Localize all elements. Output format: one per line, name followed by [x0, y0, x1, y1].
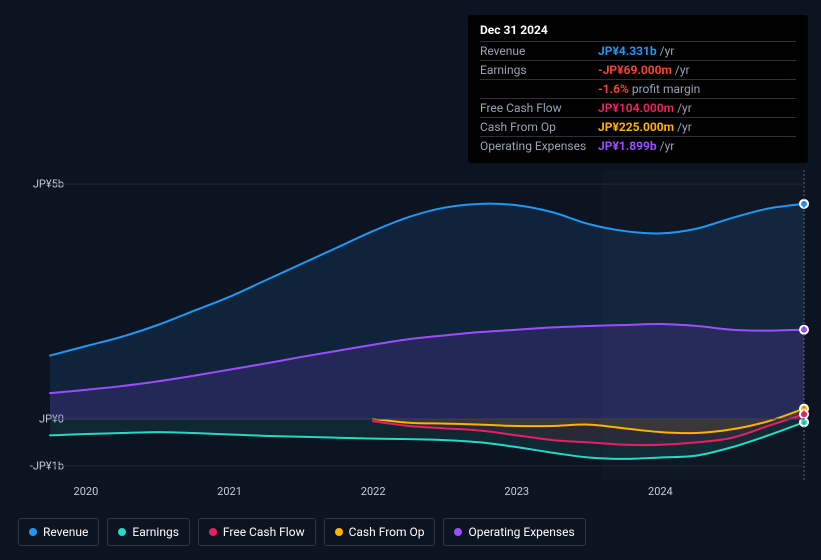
- data-tooltip: Dec 31 2024 RevenueJP¥4.331b/yrEarnings-…: [468, 15, 808, 163]
- tooltip-metric-label: [480, 82, 598, 96]
- legend-label: Operating Expenses: [468, 525, 574, 539]
- tooltip-row: Operating ExpensesJP¥1.899b/yr: [480, 136, 796, 155]
- tooltip-row: -1.6%profit margin: [480, 79, 796, 98]
- tooltip-suffix: /yr: [677, 101, 692, 115]
- legend: Revenue Earnings Free Cash Flow Cash From O…: [18, 518, 586, 546]
- tooltip-row: Free Cash FlowJP¥104.000m/yr: [480, 98, 796, 117]
- x-axis-label: 2020: [74, 485, 99, 498]
- legend-label: Cash From Op: [349, 525, 425, 539]
- tooltip-metric-label: Revenue: [480, 44, 598, 58]
- chart-container: Dec 31 2024 RevenueJP¥4.331b/yrEarnings-…: [0, 0, 821, 560]
- tooltip-metric-value: JP¥4.331b: [598, 44, 657, 58]
- x-axis-label: 2023: [504, 485, 529, 498]
- tooltip-row: Cash From OpJP¥225.000m/yr: [480, 117, 796, 136]
- tooltip-metric-value: JP¥225.000m: [598, 120, 674, 134]
- x-axis-label: 2022: [361, 485, 386, 498]
- x-axis: 2020 2021 2022 2023 2024: [50, 485, 804, 501]
- tooltip-suffix: /yr: [677, 120, 692, 134]
- x-axis-label: 2021: [217, 485, 242, 498]
- legend-swatch-icon: [454, 528, 462, 536]
- chart-area[interactable]: JP¥5bJP¥0-JP¥1b: [18, 160, 804, 480]
- legend-swatch-icon: [209, 528, 217, 536]
- tooltip-metric-value: JP¥104.000m: [598, 101, 674, 115]
- x-axis-label: 2024: [648, 485, 673, 498]
- tooltip-metric-label: Operating Expenses: [480, 139, 598, 153]
- legend-item[interactable]: Operating Expenses: [443, 518, 585, 546]
- legend-label: Free Cash Flow: [223, 525, 305, 539]
- tooltip-metric-value: JP¥1.899b: [598, 139, 657, 153]
- legend-item[interactable]: Earnings: [107, 518, 190, 546]
- tooltip-date: Dec 31 2024: [480, 23, 796, 41]
- tooltip-metric-label: Free Cash Flow: [480, 101, 598, 115]
- tooltip-row: Earnings-JP¥69.000m/yr: [480, 60, 796, 79]
- tooltip-suffix: /yr: [660, 139, 675, 153]
- tooltip-metric-value: -JP¥69.000m: [598, 63, 672, 77]
- legend-item[interactable]: Cash From Op: [324, 518, 436, 546]
- legend-swatch-icon: [335, 528, 343, 536]
- legend-label: Revenue: [43, 525, 88, 539]
- legend-item[interactable]: Revenue: [18, 518, 99, 546]
- legend-swatch-icon: [118, 528, 126, 536]
- tooltip-metric-value: -1.6%: [598, 82, 629, 96]
- tooltip-suffix: /yr: [660, 44, 675, 58]
- legend-swatch-icon: [29, 528, 37, 536]
- tooltip-metric-label: Cash From Op: [480, 120, 598, 134]
- plot-svg: [50, 170, 804, 480]
- tooltip-suffix: profit margin: [632, 82, 700, 96]
- tooltip-row: RevenueJP¥4.331b/yr: [480, 41, 796, 60]
- legend-label: Earnings: [132, 525, 179, 539]
- tooltip-metric-label: Earnings: [480, 63, 598, 77]
- tooltip-suffix: /yr: [675, 63, 690, 77]
- legend-item[interactable]: Free Cash Flow: [198, 518, 316, 546]
